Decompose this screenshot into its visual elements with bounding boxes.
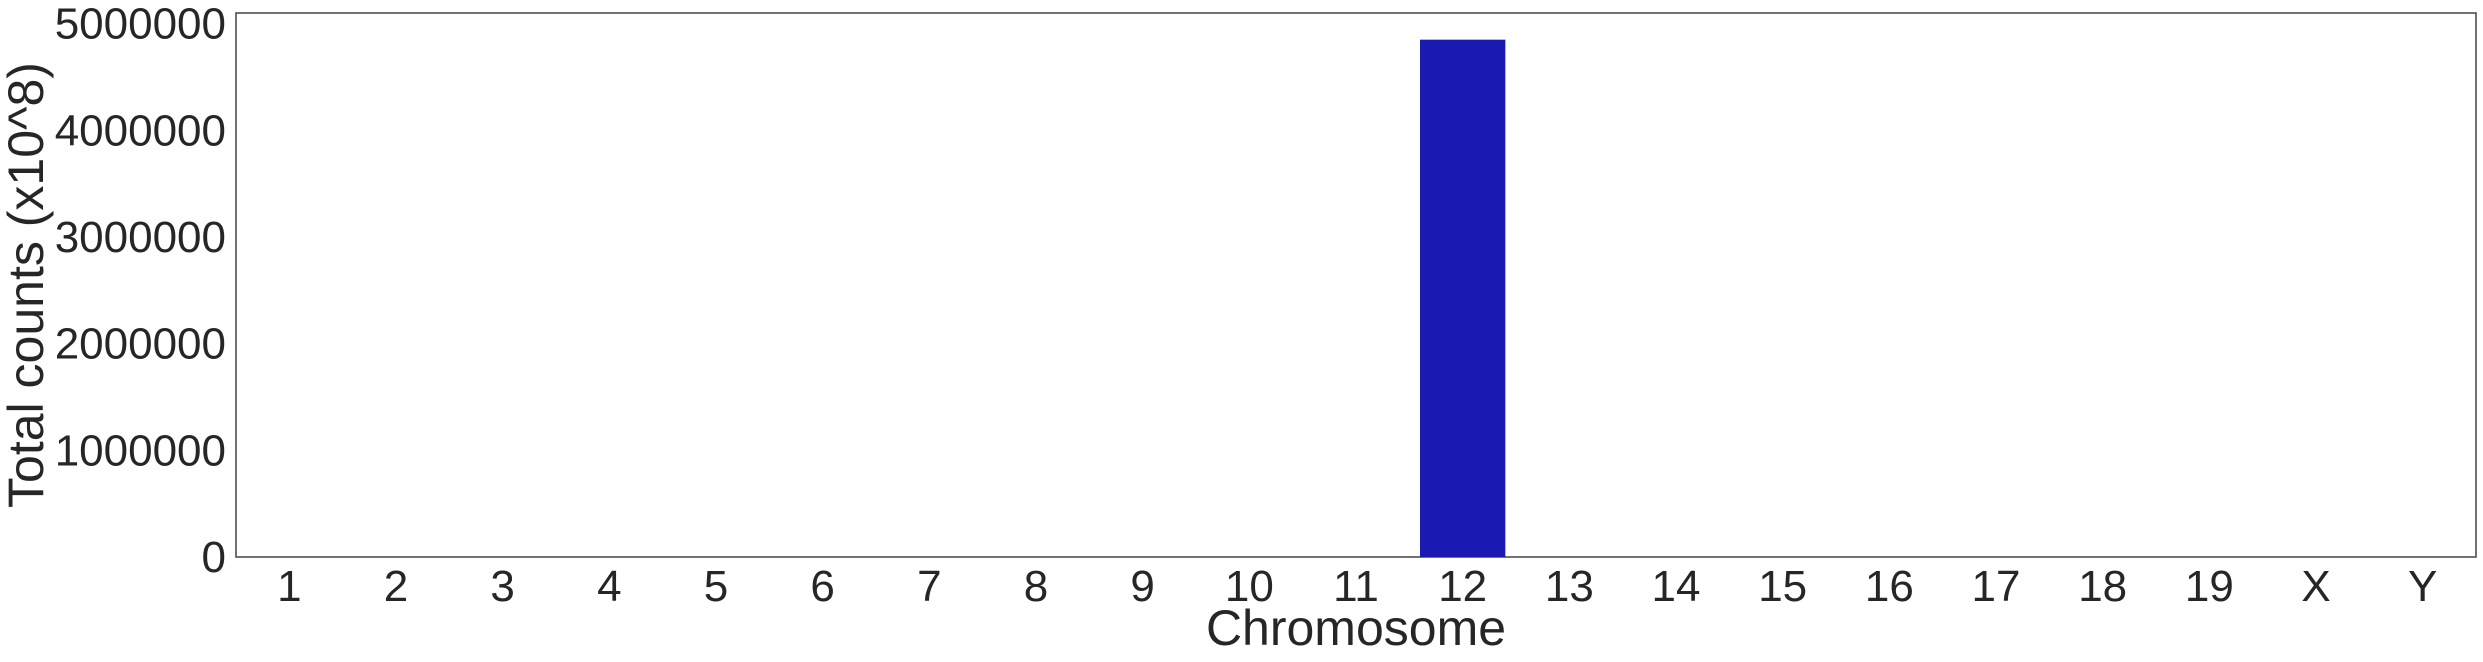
x-tick-label: 5 xyxy=(704,562,728,611)
x-tick-label: 18 xyxy=(2078,562,2127,611)
x-tick-label: X xyxy=(2301,562,2330,611)
x-tick-label: 12 xyxy=(1438,562,1487,611)
x-tick-label: 8 xyxy=(1024,562,1048,611)
y-tick-label: 2000000 xyxy=(55,320,226,369)
y-tick-label: 5000000 xyxy=(55,0,226,49)
x-tick-label: 3 xyxy=(490,562,514,611)
x-tick-label: 13 xyxy=(1545,562,1594,611)
x-tick-label: 2 xyxy=(384,562,408,611)
y-tick-label: 4000000 xyxy=(55,106,226,155)
x-tick-label: 4 xyxy=(597,562,621,611)
x-tick-label: 6 xyxy=(810,562,834,611)
bars xyxy=(1420,39,1506,557)
x-axis-ticks: 1 2 3 4 5 6 7 8 9 10 11 12 13 14 15 16 17 18 19 X Y xyxy=(277,562,2437,611)
x-tick-label: 7 xyxy=(917,562,941,611)
plot-area xyxy=(235,12,2477,558)
x-tick-label: Y xyxy=(2408,562,2437,611)
x-tick-label: 10 xyxy=(1225,562,1274,611)
x-tick-label: 14 xyxy=(1652,562,1701,611)
y-tick-label: 0 xyxy=(202,533,226,582)
y-axis-ticks: 0 1000000 2000000 3000000 4000000 5000000 xyxy=(55,0,226,582)
x-tick-label: 1 xyxy=(277,562,301,611)
bar-12 xyxy=(1420,39,1506,557)
x-axis-label: Chromosome xyxy=(1206,600,1506,656)
x-tick-label: 16 xyxy=(1865,562,1914,611)
x-tick-label: 15 xyxy=(1758,562,1807,611)
y-axis-label: Total counts (x10^8) xyxy=(0,62,54,508)
x-tick-label: 11 xyxy=(1333,562,1379,611)
y-tick-label: 1000000 xyxy=(55,426,226,475)
x-tick-label: 19 xyxy=(2185,562,2234,611)
x-tick-label: 17 xyxy=(1972,562,2021,611)
x-tick-label: 9 xyxy=(1130,562,1154,611)
y-tick-label: 3000000 xyxy=(55,213,226,262)
